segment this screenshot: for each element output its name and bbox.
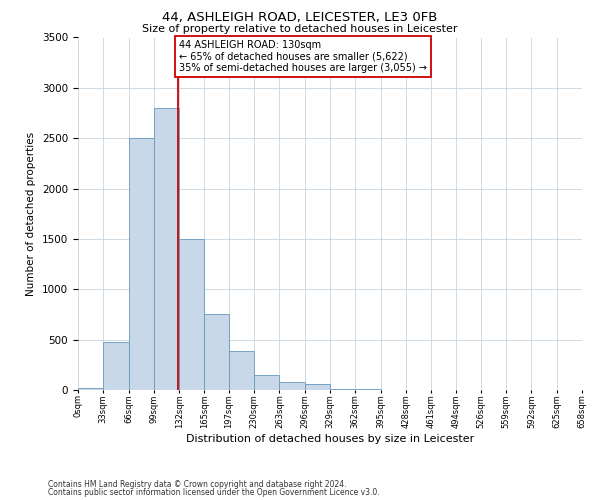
- Bar: [78, 388, 103, 390]
- Bar: [280, 382, 305, 390]
- Text: Contains HM Land Registry data © Crown copyright and database right 2024.: Contains HM Land Registry data © Crown c…: [48, 480, 347, 489]
- Bar: [179, 239, 205, 390]
- Text: 44, ASHLEIGH ROAD, LEICESTER, LE3 0FB: 44, ASHLEIGH ROAD, LEICESTER, LE3 0FB: [163, 11, 437, 24]
- Text: 44 ASHLEIGH ROAD: 130sqm
← 65% of detached houses are smaller (5,622)
35% of sem: 44 ASHLEIGH ROAD: 130sqm ← 65% of detach…: [179, 40, 427, 72]
- Bar: [305, 384, 330, 390]
- Bar: [229, 350, 254, 390]
- Bar: [154, 108, 179, 390]
- Bar: [128, 138, 154, 390]
- Bar: [205, 314, 229, 390]
- Bar: [254, 375, 280, 390]
- X-axis label: Distribution of detached houses by size in Leicester: Distribution of detached houses by size …: [186, 434, 474, 444]
- Bar: [103, 342, 128, 390]
- Y-axis label: Number of detached properties: Number of detached properties: [26, 132, 37, 296]
- Text: Contains public sector information licensed under the Open Government Licence v3: Contains public sector information licen…: [48, 488, 380, 497]
- Text: Size of property relative to detached houses in Leicester: Size of property relative to detached ho…: [142, 24, 458, 34]
